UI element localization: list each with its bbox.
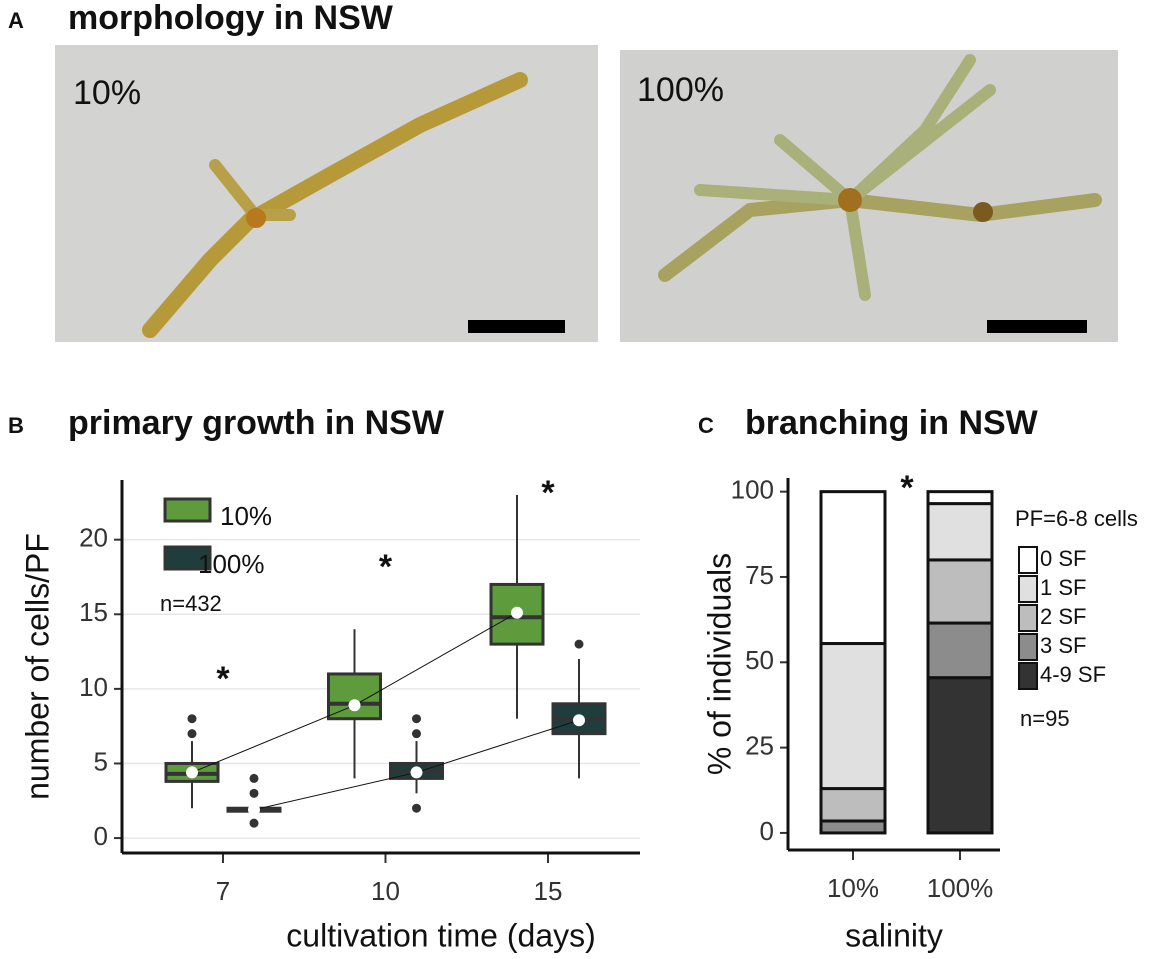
legend-label: 4-9 SF xyxy=(1040,662,1106,687)
scale-bar xyxy=(987,320,1087,333)
panel-label: A xyxy=(8,8,24,33)
bar-segment xyxy=(926,490,994,506)
cell xyxy=(246,208,266,228)
y-tick-label: 25 xyxy=(745,730,774,760)
box xyxy=(327,672,382,721)
outlier xyxy=(412,714,421,724)
cell xyxy=(838,188,862,212)
mean xyxy=(348,699,361,712)
y-tick-label: 100 xyxy=(731,475,774,505)
outlier xyxy=(412,803,421,813)
y-tick-label: 0 xyxy=(94,821,108,851)
note: n=95 xyxy=(1020,706,1070,731)
bar-segment xyxy=(926,502,994,562)
x-tick-label: 7 xyxy=(216,876,230,906)
scale-bar xyxy=(468,320,565,333)
significance: * xyxy=(541,474,555,512)
x-tick-label: 100% xyxy=(927,873,994,903)
x-axis-label: salinity xyxy=(845,917,943,953)
legend-label: 1 SF xyxy=(1040,575,1086,600)
bar-segment xyxy=(926,676,994,835)
filament xyxy=(142,72,528,338)
panel-title: morphology in NSW xyxy=(68,0,394,37)
micrograph: 100% xyxy=(620,50,1118,342)
cell xyxy=(973,202,993,222)
y-tick-label: 50 xyxy=(745,645,774,675)
outlier xyxy=(574,639,584,649)
panel-label: C xyxy=(698,413,714,438)
bar-segment xyxy=(926,558,994,625)
chart-title: branching in NSW xyxy=(745,404,1039,442)
legend-swatch xyxy=(163,545,212,571)
outlier xyxy=(187,714,197,724)
outlier xyxy=(249,773,259,783)
significance: * xyxy=(216,660,230,698)
y-tick-label: 5 xyxy=(94,746,108,776)
outlier xyxy=(187,729,197,739)
legend-swatch xyxy=(1018,633,1038,661)
y-tick-label: 15 xyxy=(79,597,108,627)
x-axis-label: cultivation time (days) xyxy=(286,917,595,953)
x-tick-label: 15 xyxy=(534,876,563,906)
mean xyxy=(573,714,585,727)
y-tick-label: 0 xyxy=(760,816,774,846)
bar-segment xyxy=(926,621,994,680)
legend-label: 10% xyxy=(220,501,272,531)
mean xyxy=(186,766,198,779)
y-tick-label: 20 xyxy=(79,523,108,553)
mean xyxy=(410,766,423,779)
y-axis-label: number of cells/PF xyxy=(19,533,55,800)
x-tick-label: 10 xyxy=(371,876,400,906)
bar-segment xyxy=(819,787,887,823)
significance: * xyxy=(900,469,914,507)
legend-label: 2 SF xyxy=(1040,604,1086,629)
photo xyxy=(55,45,598,342)
y-tick-label: 75 xyxy=(745,560,774,590)
micrograph: 10% xyxy=(55,45,598,342)
note: n=432 xyxy=(160,591,222,616)
legend-swatch xyxy=(1018,546,1038,574)
panel-label: B xyxy=(8,413,24,438)
legend-swatch xyxy=(1018,604,1038,632)
filament xyxy=(844,54,976,206)
image-label: 100% xyxy=(637,71,724,109)
legend-label: 0 SF xyxy=(1040,546,1086,571)
image-label: 10% xyxy=(73,74,141,112)
bar-segment xyxy=(819,819,887,835)
mean xyxy=(511,606,523,619)
y-axis-label: % of individuals xyxy=(701,553,737,775)
outlier xyxy=(412,729,421,739)
y-tick-label: 10 xyxy=(79,672,108,702)
significance: * xyxy=(379,548,393,586)
legend-swatch xyxy=(1018,662,1038,690)
legend-swatch xyxy=(163,497,212,523)
legend-swatch xyxy=(1018,575,1038,603)
bar-segment xyxy=(819,490,887,646)
chart-title: primary growth in NSW xyxy=(68,404,445,442)
outlier xyxy=(249,818,259,828)
legend-title: PF=6-8 cells xyxy=(1015,506,1138,531)
x-tick-label: 10% xyxy=(827,873,879,903)
legend-label: 100% xyxy=(198,549,265,579)
mean xyxy=(248,803,260,816)
bar-segment xyxy=(819,642,887,791)
outlier xyxy=(249,788,259,798)
legend-label: 3 SF xyxy=(1040,633,1086,658)
